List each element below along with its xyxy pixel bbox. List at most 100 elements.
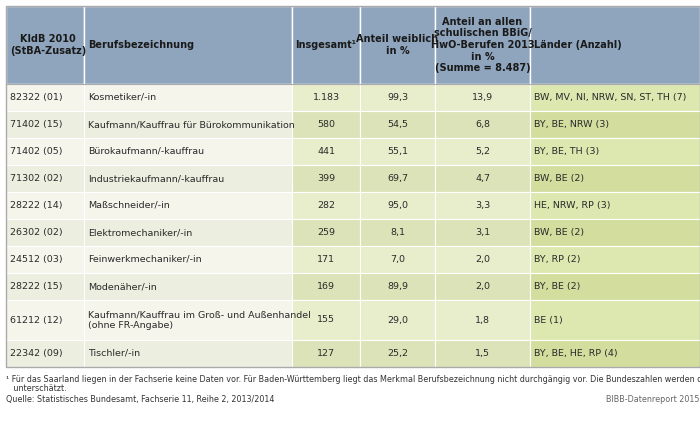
- Text: 22342 (09): 22342 (09): [10, 349, 62, 358]
- Bar: [360, 165, 435, 192]
- Text: KldB 2010
(StBA-Zusatz): KldB 2010 (StBA-Zusatz): [10, 34, 86, 56]
- Text: 71402 (15): 71402 (15): [10, 120, 62, 129]
- Text: 1,8: 1,8: [475, 316, 490, 325]
- Bar: [84, 138, 292, 165]
- Bar: [435, 84, 530, 111]
- Text: 171: 171: [317, 255, 335, 264]
- Bar: [6, 340, 84, 367]
- Text: BY, BE, TH (3): BY, BE, TH (3): [534, 147, 599, 156]
- Bar: [292, 84, 360, 111]
- Text: 71302 (02): 71302 (02): [10, 174, 62, 183]
- Bar: [435, 165, 530, 192]
- Bar: [360, 84, 435, 111]
- Bar: [360, 192, 435, 219]
- Text: 127: 127: [317, 349, 335, 358]
- Text: Kaufmann/Kauffrau im Groß- und Außenhandel
(ohne FR-Angabe): Kaufmann/Kauffrau im Groß- und Außenhand…: [88, 310, 311, 330]
- Text: BW, BE (2): BW, BE (2): [534, 228, 584, 237]
- Bar: [6, 300, 84, 340]
- Bar: [360, 6, 435, 84]
- Bar: [6, 192, 84, 219]
- Bar: [292, 300, 360, 340]
- Bar: [530, 138, 700, 165]
- Text: BY, BE, HE, RP (4): BY, BE, HE, RP (4): [534, 349, 617, 358]
- Text: 55,1: 55,1: [387, 147, 408, 156]
- Text: BE (1): BE (1): [534, 316, 563, 325]
- Text: 13,9: 13,9: [472, 93, 493, 102]
- Text: 54,5: 54,5: [387, 120, 408, 129]
- Text: 29,0: 29,0: [387, 316, 408, 325]
- Bar: [292, 273, 360, 300]
- Bar: [530, 246, 700, 273]
- Text: 3,1: 3,1: [475, 228, 490, 237]
- Bar: [84, 273, 292, 300]
- Text: 82322 (01): 82322 (01): [10, 93, 62, 102]
- Bar: [435, 300, 530, 340]
- Text: 282: 282: [317, 201, 335, 210]
- Text: Feinwerkmechaniker/-in: Feinwerkmechaniker/-in: [88, 255, 202, 264]
- Text: BW, BE (2): BW, BE (2): [534, 174, 584, 183]
- Bar: [6, 111, 84, 138]
- Bar: [530, 6, 700, 84]
- Bar: [360, 340, 435, 367]
- Text: 99,3: 99,3: [387, 93, 408, 102]
- Text: 3,3: 3,3: [475, 201, 490, 210]
- Bar: [6, 165, 84, 192]
- Text: 4,7: 4,7: [475, 174, 490, 183]
- Text: BY, RP (2): BY, RP (2): [534, 255, 580, 264]
- Text: Anteil an allen
schulischen BBiG/
HwO-Berufen 2013
in %
(Summe = 8.487): Anteil an allen schulischen BBiG/ HwO-Be…: [430, 17, 534, 73]
- Text: 24512 (03): 24512 (03): [10, 255, 62, 264]
- Text: 89,9: 89,9: [387, 282, 408, 291]
- Text: 259: 259: [317, 228, 335, 237]
- Bar: [360, 273, 435, 300]
- Text: Modenäher/-in: Modenäher/-in: [88, 282, 157, 291]
- Text: 26302 (02): 26302 (02): [10, 228, 62, 237]
- Text: Bürokaufmann/-kauffrau: Bürokaufmann/-kauffrau: [88, 147, 204, 156]
- Text: 169: 169: [317, 282, 335, 291]
- Bar: [360, 111, 435, 138]
- Text: 580: 580: [317, 120, 335, 129]
- Bar: [6, 138, 84, 165]
- Bar: [530, 219, 700, 246]
- Text: 6,8: 6,8: [475, 120, 490, 129]
- Bar: [84, 300, 292, 340]
- Bar: [6, 6, 84, 84]
- Bar: [530, 192, 700, 219]
- Text: 399: 399: [317, 174, 335, 183]
- Bar: [530, 84, 700, 111]
- Bar: [84, 111, 292, 138]
- Bar: [292, 192, 360, 219]
- Bar: [6, 84, 84, 111]
- Text: Berufsbezeichnung: Berufsbezeichnung: [88, 40, 194, 50]
- Bar: [84, 84, 292, 111]
- Text: 61212 (12): 61212 (12): [10, 316, 62, 325]
- Bar: [360, 219, 435, 246]
- Text: 2,0: 2,0: [475, 282, 490, 291]
- Text: Insgesamt¹: Insgesamt¹: [295, 40, 356, 50]
- Text: BIBB-Datenreport 2015: BIBB-Datenreport 2015: [606, 395, 700, 404]
- Bar: [84, 246, 292, 273]
- Text: 441: 441: [317, 147, 335, 156]
- Bar: [84, 192, 292, 219]
- Bar: [435, 192, 530, 219]
- Text: 155: 155: [317, 316, 335, 325]
- Text: Länder (Anzahl): Länder (Anzahl): [534, 40, 622, 50]
- Text: 1,5: 1,5: [475, 349, 490, 358]
- Text: ¹ Für das Saarland liegen in der Fachserie keine Daten vor. Für Baden-Württember: ¹ Für das Saarland liegen in der Fachser…: [6, 375, 700, 384]
- Text: Anteil weiblich
in %: Anteil weiblich in %: [356, 34, 439, 56]
- Bar: [435, 219, 530, 246]
- Bar: [530, 111, 700, 138]
- Text: unterschätzt.: unterschätzt.: [6, 384, 66, 393]
- Bar: [292, 340, 360, 367]
- Bar: [530, 165, 700, 192]
- Bar: [530, 300, 700, 340]
- Bar: [84, 165, 292, 192]
- Text: Industriekaufmann/-kauffrau: Industriekaufmann/-kauffrau: [88, 174, 224, 183]
- Text: Kosmetiker/-in: Kosmetiker/-in: [88, 93, 156, 102]
- Text: 2,0: 2,0: [475, 255, 490, 264]
- Text: 71402 (05): 71402 (05): [10, 147, 62, 156]
- Text: 28222 (14): 28222 (14): [10, 201, 62, 210]
- Bar: [530, 340, 700, 367]
- Bar: [435, 340, 530, 367]
- Bar: [84, 6, 292, 84]
- Text: 1.183: 1.183: [312, 93, 340, 102]
